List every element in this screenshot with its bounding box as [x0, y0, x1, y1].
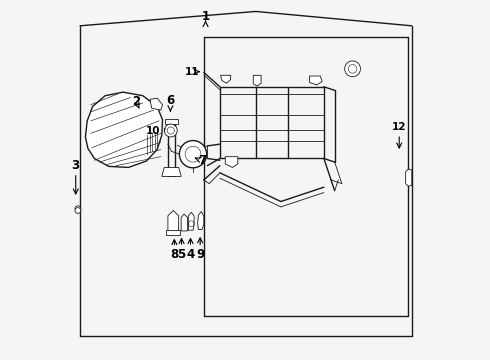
Polygon shape: [406, 169, 412, 186]
Polygon shape: [220, 75, 231, 83]
Polygon shape: [162, 167, 181, 176]
Text: 11: 11: [185, 67, 199, 77]
Polygon shape: [253, 75, 261, 86]
Text: 7: 7: [198, 154, 206, 167]
Circle shape: [164, 124, 177, 137]
Polygon shape: [197, 212, 204, 229]
Text: 8: 8: [170, 248, 178, 261]
Circle shape: [344, 61, 361, 77]
Polygon shape: [188, 212, 194, 230]
Polygon shape: [166, 119, 177, 125]
Text: 10: 10: [147, 126, 161, 135]
Text: 6: 6: [166, 94, 174, 107]
Polygon shape: [225, 157, 238, 167]
Text: 1: 1: [201, 10, 210, 23]
Text: 2: 2: [132, 95, 140, 108]
Circle shape: [75, 206, 81, 212]
Circle shape: [179, 140, 207, 168]
Polygon shape: [181, 214, 188, 231]
Polygon shape: [85, 92, 163, 167]
Polygon shape: [150, 98, 163, 110]
Polygon shape: [310, 76, 322, 85]
Polygon shape: [168, 211, 179, 232]
Text: 9: 9: [196, 248, 204, 261]
Text: 5: 5: [177, 248, 186, 261]
Circle shape: [75, 208, 81, 213]
Text: 4: 4: [186, 248, 195, 261]
Text: 3: 3: [72, 159, 80, 172]
Text: 12: 12: [392, 122, 406, 132]
Polygon shape: [166, 230, 180, 234]
